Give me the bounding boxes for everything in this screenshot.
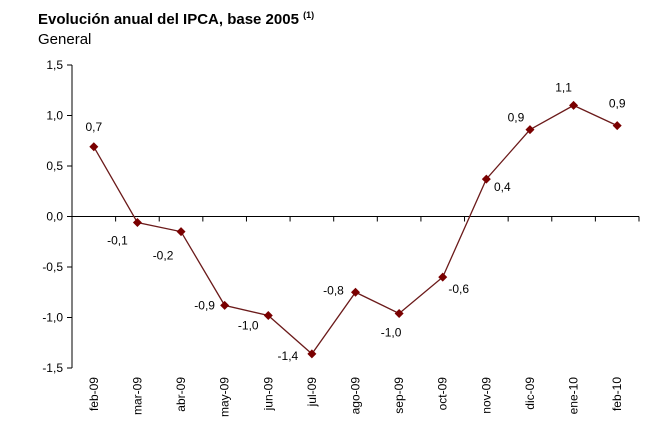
data-point — [481, 174, 491, 184]
x-tick-label: oct-09 — [436, 377, 450, 411]
y-tick-label: -1,5 — [42, 361, 63, 375]
y-tick-label: 1,0 — [46, 109, 63, 123]
data-label: -0,1 — [107, 234, 128, 248]
x-tick-label: dic-09 — [523, 377, 537, 410]
data-point — [569, 100, 579, 110]
data-label: -0,9 — [194, 298, 215, 312]
x-tick-label: jun-09 — [261, 377, 275, 412]
x-tick-label: feb-10 — [610, 377, 624, 411]
data-point — [438, 272, 448, 282]
x-tick-label: sep-09 — [392, 377, 406, 414]
y-tick-label: 1,5 — [46, 58, 63, 72]
title-footnote: (1) — [303, 10, 315, 20]
data-label: 0,7 — [85, 120, 102, 134]
y-tick-label: -0,5 — [42, 260, 63, 274]
x-tick-label: jul-09 — [305, 377, 319, 408]
y-tick-label: -1,0 — [42, 311, 63, 325]
x-tick-label: feb-09 — [87, 377, 101, 411]
data-point — [132, 218, 142, 228]
y-tick-label: 0,5 — [46, 159, 63, 173]
data-label: -1,4 — [278, 349, 299, 363]
data-point — [525, 125, 535, 135]
data-point — [394, 308, 404, 318]
x-tick-label: ago-09 — [349, 377, 363, 415]
data-point — [351, 287, 360, 297]
data-point — [176, 227, 186, 237]
chart-title-text: Evolución anual del IPCA, base 2005 — [38, 11, 299, 28]
data-label: -0,2 — [153, 249, 174, 263]
data-label: -1,0 — [381, 325, 402, 339]
x-tick-label: abr-09 — [174, 377, 188, 412]
data-label: -0,8 — [323, 283, 344, 297]
data-label: 0,9 — [508, 111, 525, 125]
data-point — [263, 310, 273, 320]
chart-title: Evolución anual del IPCA, base 2005 (1) — [38, 10, 314, 28]
data-label: 1,1 — [555, 80, 572, 94]
data-point — [89, 142, 99, 152]
series-line — [93, 104, 618, 355]
data-point — [307, 349, 317, 359]
x-tick-label: ene-10 — [567, 377, 581, 415]
x-tick-label: may-09 — [218, 377, 232, 417]
data-point — [220, 300, 230, 310]
x-tick-label: nov-09 — [479, 377, 493, 414]
y-tick-label: 0,0 — [46, 210, 63, 224]
x-tick-label: mar-09 — [130, 377, 144, 415]
data-point — [612, 121, 622, 131]
data-label: 0,9 — [609, 97, 626, 111]
data-label: -1,0 — [238, 318, 259, 332]
data-label: 0,4 — [494, 180, 511, 194]
data-label: -0,6 — [448, 282, 469, 296]
chart-subtitle: General — [38, 31, 92, 48]
